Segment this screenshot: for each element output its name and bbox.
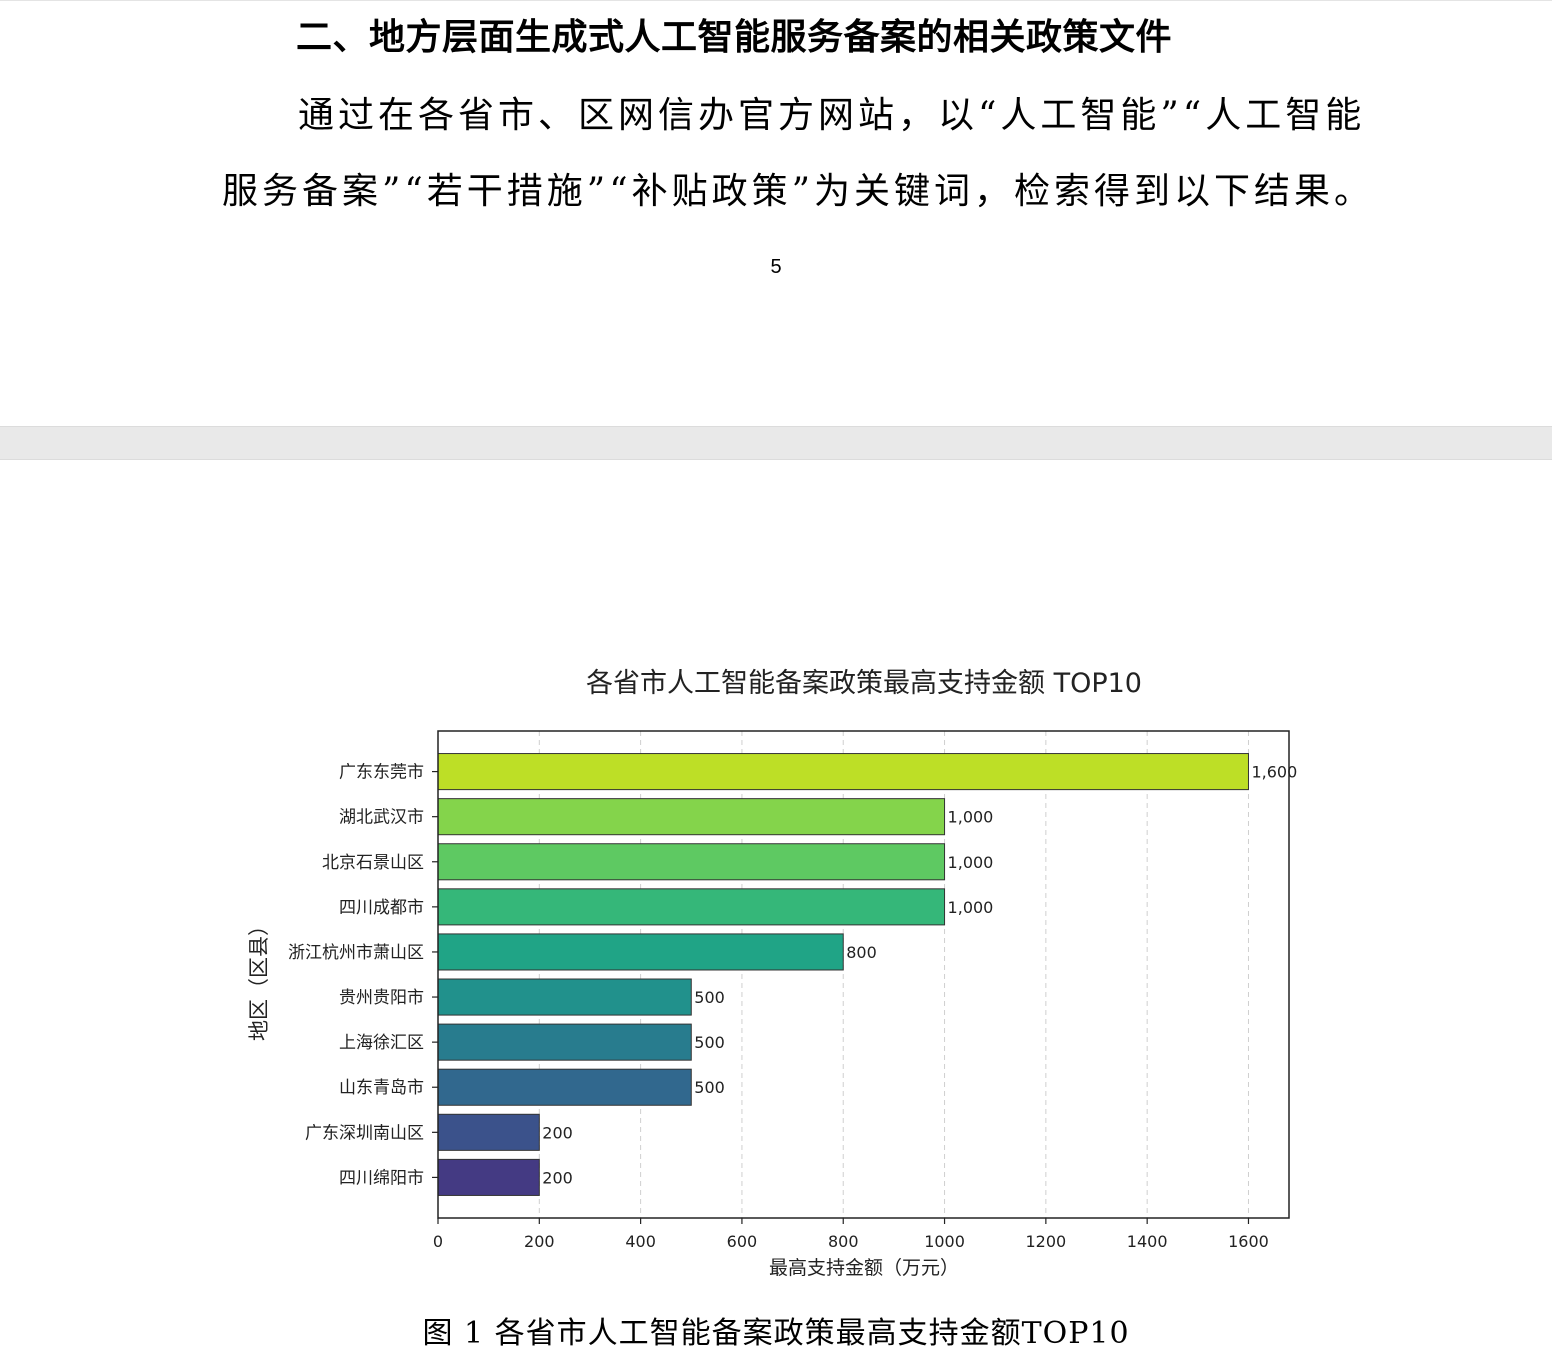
bar — [437, 753, 1249, 791]
bar-chart: 各省市人工智能备案政策最高支持金额 TOP10 1,6001,0001,0001… — [247, 668, 1297, 1279]
bar — [437, 1023, 692, 1061]
x-tick-label: 1400 — [1127, 1232, 1168, 1251]
bar — [437, 798, 946, 836]
bar-value-label: 1,000 — [948, 808, 994, 827]
figure-caption: 图 1 各省市人工智能备案政策最高支持金额TOP10 — [422, 1316, 1130, 1351]
x-tick-label: 1000 — [924, 1232, 965, 1251]
bar-value-label: 1,000 — [948, 898, 994, 917]
y-tick-label: 广东深圳南山区 — [305, 1123, 424, 1143]
x-tick-label: 1600 — [1228, 1232, 1269, 1251]
bar — [437, 978, 692, 1016]
bar-value-label: 200 — [542, 1168, 573, 1187]
chart-title: 各省市人工智能备案政策最高支持金额 TOP10 — [586, 668, 1142, 699]
y-tick-label: 广东东莞市 — [339, 763, 424, 783]
chart-container: 各省市人工智能备案政策最高支持金额 TOP10 1,600 1,000 1,000 1… — [0, 640, 1552, 1300]
y-axis-label: 地区（区县） — [247, 915, 271, 1041]
bar — [437, 1068, 692, 1106]
x-tick-label: 200 — [524, 1232, 555, 1251]
x-tick-label: 600 — [727, 1232, 758, 1251]
x-tick-label: 400 — [625, 1232, 656, 1251]
bar — [437, 843, 946, 881]
top-divider — [0, 0, 1552, 1]
y-tick-label: 四川成都市 — [339, 898, 424, 918]
section-heading: 二、地方层面生成式人工智能服务备案的相关政策文件 — [296, 17, 1173, 58]
page-break — [0, 426, 1552, 460]
x-tick-label: 0 — [433, 1232, 443, 1251]
y-tick-label: 浙江杭州市萧山区 — [288, 943, 424, 963]
bar-value-label: 500 — [694, 1078, 725, 1097]
page-number: 5 — [770, 256, 782, 278]
bar-value-label: 800 — [846, 943, 877, 962]
y-tick-label: 湖北武汉市 — [339, 808, 424, 828]
x-tick-label: 1200 — [1025, 1232, 1066, 1251]
y-tick-label: 四川绵阳市 — [339, 1168, 424, 1188]
x-axis-label: 最高支持金额（万元） — [769, 1257, 959, 1279]
bars: 1,600 1,000 1,000 1,000 800 500 500 500 200 200 — [437, 753, 1297, 1196]
bar — [437, 888, 946, 926]
bar — [437, 933, 844, 971]
plot-area — [437, 730, 1290, 1219]
bar-value-label: 1,000 — [948, 853, 994, 872]
y-tick-label: 山东青岛市 — [339, 1078, 424, 1098]
bar-value-label: 500 — [694, 1033, 725, 1052]
bar-value-label: 1,600 — [1251, 763, 1297, 782]
bar-value-label: 200 — [542, 1123, 573, 1142]
bar-value-label: 500 — [694, 988, 725, 1007]
y-tick-label: 北京石景山区 — [322, 853, 424, 873]
axes: 0 200 400 600 800 1000 1200 1400 1600 广东东莞市湖北武汉市北… — [288, 763, 1269, 1251]
y-tick-label: 贵州贵阳市 — [339, 988, 424, 1008]
bar — [437, 1158, 540, 1196]
y-tick-label: 上海徐汇区 — [339, 1033, 424, 1053]
paragraph-line-2: 服务备案”“若干措施”“补贴政策”为关键词，检索得到以下结果。 — [222, 171, 1375, 212]
paragraph-line-1: 通过在各省市、区网信办官方网站，以“人工智能”“人工智能 — [298, 95, 1366, 136]
x-tick-label: 800 — [828, 1232, 859, 1251]
bar — [437, 1113, 540, 1151]
